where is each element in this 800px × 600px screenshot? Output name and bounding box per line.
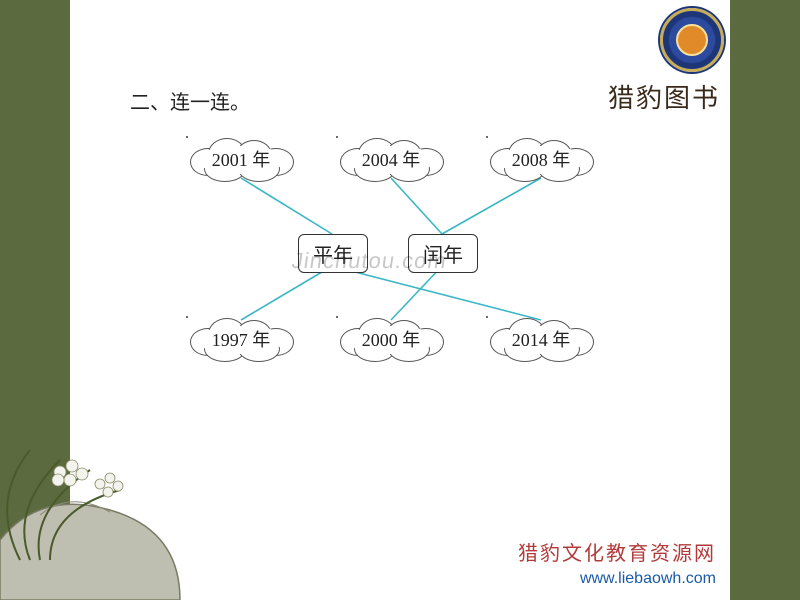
cloud-y2014: 2014 年 (486, 316, 596, 362)
cloud-y2001: 2001 年 (186, 136, 296, 182)
footer-url: www.liebaowh.com (580, 570, 716, 588)
page: 猎豹图书 二、连一连。 2001 年 2004 年 2008 年平年 闰年 1997 年… (0, 0, 800, 600)
box-run: 闰年 (408, 234, 478, 273)
cloud-y2008: 2008 年 (486, 136, 596, 182)
cloud-y1997: 1997 年 (186, 316, 296, 362)
brand-text: 猎豹图书 (608, 78, 720, 115)
cloud-y2004: 2004 年 (336, 136, 446, 182)
right-border (730, 0, 800, 600)
brand-badge (660, 8, 724, 72)
section-title: 二、连一连。 (130, 86, 250, 115)
cloud-label: 2004 年 (362, 146, 421, 172)
footer-brand: 猎豹文化教育资源网 (518, 537, 716, 566)
cloud-label: 2001 年 (212, 146, 271, 172)
cloud-y2000: 2000 年 (336, 316, 446, 362)
box-ping: 平年 (298, 234, 368, 273)
plant-rock-decoration (0, 420, 260, 600)
cloud-label: 2008 年 (512, 146, 571, 172)
cloud-label: 2014 年 (512, 326, 571, 352)
cloud-label: 1997 年 (212, 326, 271, 352)
cloud-label: 2000 年 (362, 326, 421, 352)
